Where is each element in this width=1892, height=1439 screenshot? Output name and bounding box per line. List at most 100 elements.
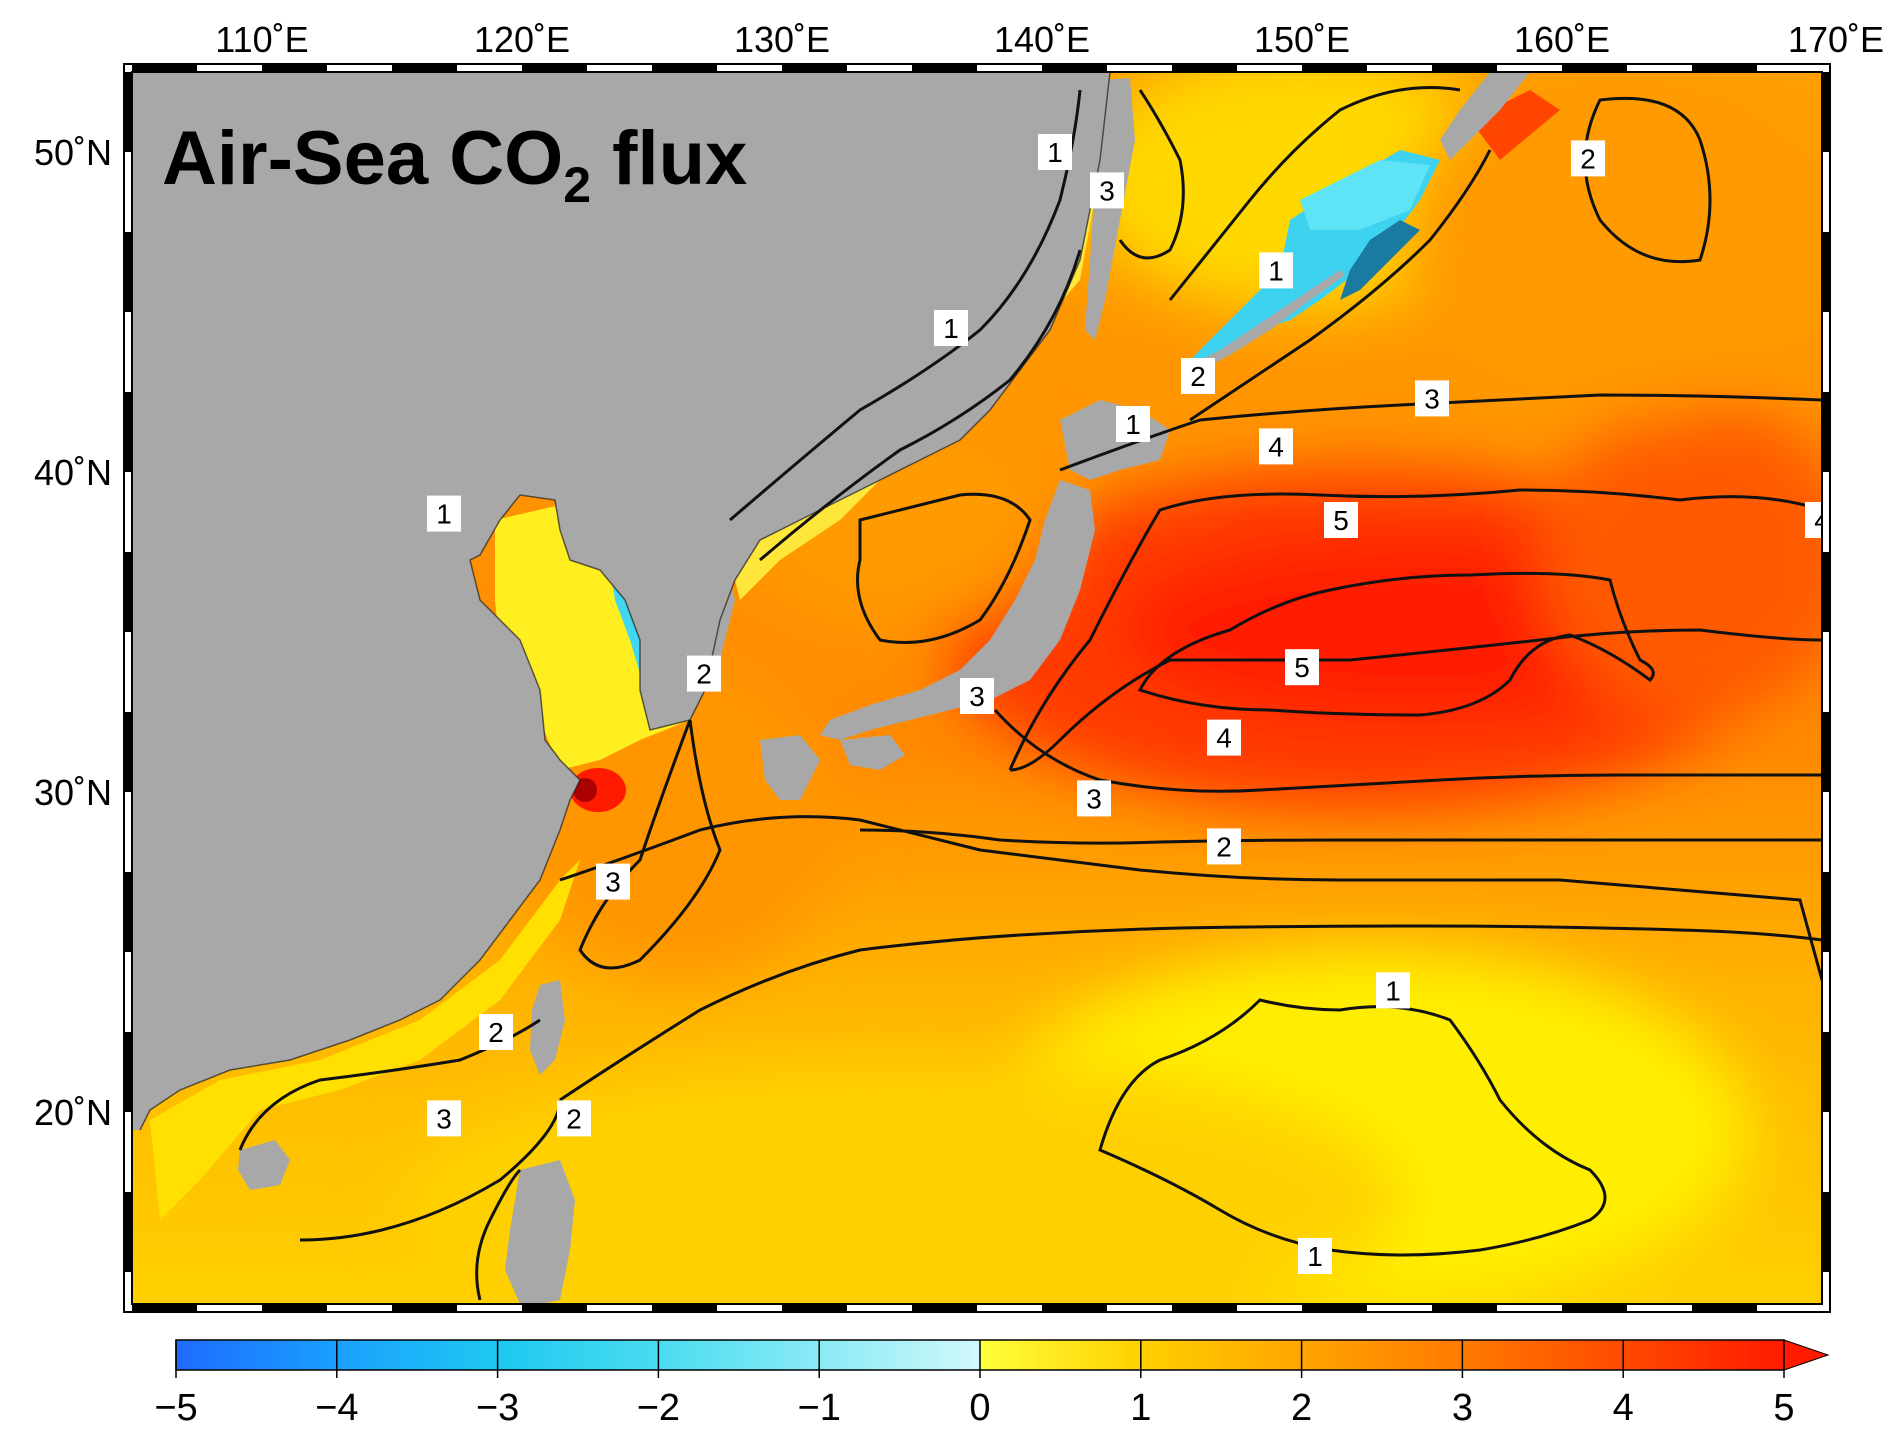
colorbar-tick-label: −5 [154, 1387, 197, 1429]
frame-tick-segment [1692, 1304, 1757, 1312]
frame-tick-segment [1822, 1032, 1830, 1112]
contour-label-text: 3 [605, 867, 621, 898]
south-china-coast-band [150, 860, 580, 1220]
latitude-tick-label: 20˚N [34, 1092, 112, 1133]
frame-ticks [124, 64, 1830, 1312]
contour-label: 1 [1376, 972, 1410, 1009]
contour-label-text: 1 [1268, 255, 1284, 286]
frame-tick-segment [912, 64, 977, 72]
contour-3-ecs [578, 719, 722, 970]
contour-label-text: 1 [943, 313, 959, 344]
colorbar-tick-label: −4 [315, 1387, 358, 1429]
colorbar-tick-label: −2 [637, 1387, 680, 1429]
latitude-tick-label: 40˚N [34, 452, 112, 493]
low-flux-south [400, 1060, 1400, 1304]
contour-label: 2 [1181, 358, 1215, 394]
contour-3-japan-sea [856, 492, 1032, 644]
colorbar-tick-label: −3 [476, 1387, 519, 1429]
colorbar-tick-label: 3 [1452, 1387, 1473, 1429]
contour-label: 2 [479, 1014, 513, 1050]
contour-label-text: 3 [1086, 783, 1102, 814]
frame-tick-segment [522, 1304, 587, 1312]
contour-okhotsk [1168, 86, 1492, 422]
contour-label: 2 [687, 655, 721, 692]
contour-4-lower [993, 708, 1822, 793]
colorbar-tick-label: 2 [1291, 1387, 1312, 1429]
longitude-tick-label: 120˚E [474, 19, 570, 60]
colorbar-tick-label: 4 [1613, 1387, 1634, 1429]
land [132, 72, 1530, 1304]
taiwan-island [530, 980, 565, 1075]
contour-label-text: 3 [969, 681, 985, 712]
frame-tick-segment [124, 392, 132, 472]
colorbar-tick-label: 1 [1130, 1387, 1151, 1429]
contour-label: 4 [1207, 719, 1241, 756]
frame-tick-segment [1822, 392, 1830, 472]
contour-2-east [1583, 96, 1712, 264]
contour-label-text: 3 [1099, 175, 1115, 206]
kuril-islands [1200, 270, 1345, 368]
contour-label: 1 [1116, 406, 1150, 442]
frame-tick-segment [262, 1304, 327, 1312]
honshu-island [820, 480, 1095, 740]
contour-label: 1 [1038, 134, 1072, 170]
contour-labels: 5 5 4 4 4 3 3 3 3 3 3 2 2 2 2 2 2 1 1 1 1 1 1 1 [427, 134, 1830, 1274]
contour-label: 2 [1207, 828, 1241, 865]
frame-tick-segment [1822, 872, 1830, 952]
frame-tick-segment [1822, 232, 1830, 312]
contour-label: 3 [1415, 380, 1449, 417]
mid-uptake-east [1540, 400, 1822, 720]
contour-label: 1 [1298, 1238, 1332, 1274]
svg-text:Air-Sea CO2 flux: Air-Sea CO2 flux [162, 116, 747, 213]
frame-tick-segment [652, 1304, 717, 1312]
latitude-tick-label: 50˚N [34, 132, 112, 173]
contour-label-text: 2 [696, 659, 712, 690]
colorbar-tick-label: −1 [798, 1387, 841, 1429]
contour-label: 2 [1571, 140, 1605, 177]
frame-tick-segment [124, 232, 132, 312]
frame-tick-segment [782, 1304, 847, 1312]
longitude-tick-label: 130˚E [734, 19, 830, 60]
contour-label: 3 [960, 678, 994, 714]
frame-tick-segment [262, 64, 327, 72]
contour-2 [559, 815, 1822, 981]
contour-label: 5 [1324, 502, 1358, 538]
luzon-island [505, 1160, 575, 1304]
contour-label-text: 1 [1307, 1241, 1323, 1272]
frame-tick-segment [1692, 64, 1757, 72]
contour-label-text: 4 [1814, 505, 1830, 536]
contour-label: 2 [557, 1100, 591, 1137]
contour-label-text: 4 [1216, 723, 1232, 754]
contour-3 [859, 828, 1822, 845]
contour-2-south [559, 924, 1822, 1102]
map-area: 5 5 4 4 4 3 3 3 3 3 3 2 2 2 2 2 2 1 1 1 1 1 1 1 [132, 72, 1830, 1304]
contour-label-text: 5 [1294, 652, 1310, 683]
frame-tick-segment [132, 64, 197, 72]
contour-label-text: 1 [1047, 137, 1063, 168]
longitude-tick-label: 140˚E [994, 19, 1090, 60]
shikoku-island [840, 735, 905, 770]
north-pacific-orange [1400, 72, 1822, 420]
frame-tick-segment [124, 872, 132, 952]
hainan-island [238, 1140, 290, 1190]
frame-tick-segment [392, 1304, 457, 1312]
longitude-tick-label: 150˚E [1254, 19, 1350, 60]
frame-tick-segment [1822, 712, 1830, 792]
contour-label-text: 3 [436, 1103, 452, 1134]
contour-2-coastal [759, 249, 1082, 562]
contour-label: 1 [934, 310, 968, 346]
coastlines [139, 72, 1111, 1131]
frame-tick-segment [1432, 64, 1497, 72]
title-main: Air-Sea CO [162, 116, 563, 201]
kuril-deep-blue [1340, 220, 1420, 300]
contour-label: 3 [427, 1100, 461, 1137]
contour-label-text: 2 [566, 1103, 582, 1134]
longitude-tick-label: 160˚E [1514, 19, 1610, 60]
frame-tick-segment [1822, 552, 1830, 632]
frame-tick-segment [782, 64, 847, 72]
asia-mainland [132, 72, 1110, 1130]
contour-label-text: 2 [1216, 831, 1232, 862]
frame-tick-segment [912, 1304, 977, 1312]
frame-tick-segment [522, 64, 587, 72]
